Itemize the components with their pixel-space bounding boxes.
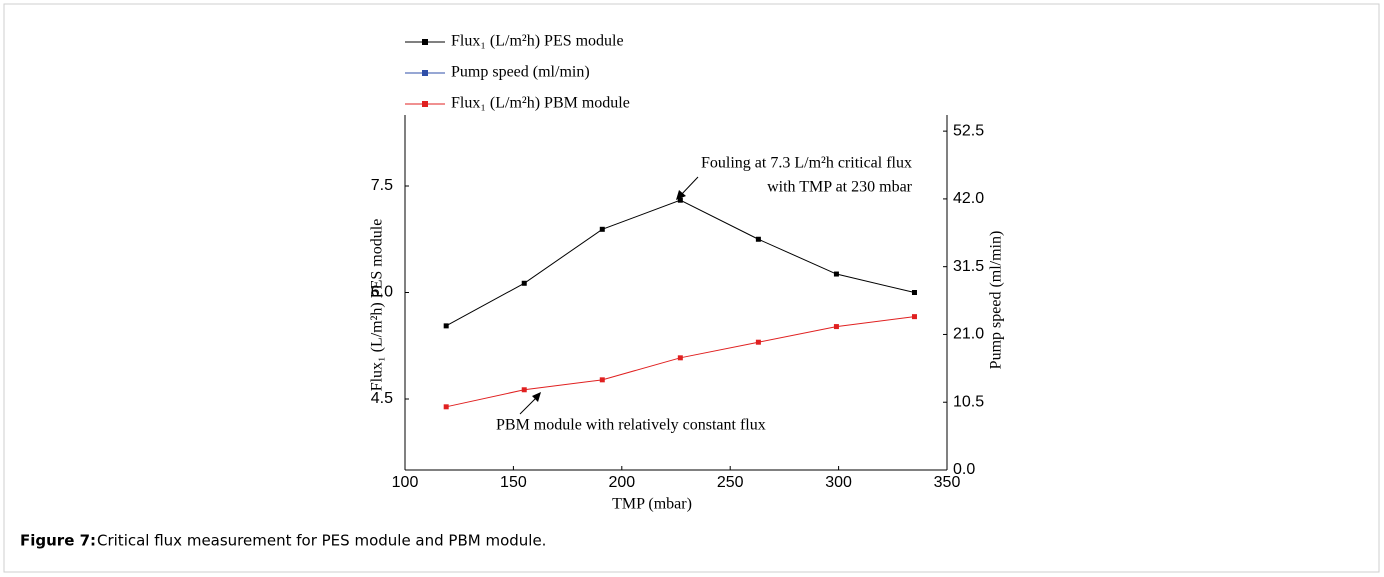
data-point bbox=[677, 197, 683, 203]
y-tick-label: 4.5 bbox=[371, 390, 393, 407]
x-tick-label: 100 bbox=[392, 474, 419, 491]
caption-label: Figure 7: bbox=[20, 532, 96, 550]
series-line bbox=[446, 316, 915, 408]
data-point bbox=[911, 314, 917, 320]
data-point bbox=[755, 339, 761, 345]
data-point bbox=[521, 280, 527, 286]
data-point bbox=[677, 355, 683, 361]
x-tick-label: 200 bbox=[608, 474, 635, 491]
legend-label: Flux₁ (L/m²h) PBM module bbox=[451, 95, 630, 112]
figure-border bbox=[3, 3, 1380, 573]
y-tick-label: 7.5 bbox=[371, 177, 393, 194]
data-point bbox=[833, 271, 839, 277]
y2-tick-label: 10.5 bbox=[953, 393, 984, 410]
caption-text: Critical flux measurement for PES module… bbox=[97, 532, 546, 550]
y-tick-label: 6.0 bbox=[371, 284, 393, 301]
y2-tick-label: 21.0 bbox=[953, 326, 984, 343]
legend-marker bbox=[422, 39, 428, 45]
y2-tick-label: 0.0 bbox=[953, 461, 975, 478]
data-point bbox=[755, 236, 761, 242]
data-point bbox=[599, 377, 605, 383]
x-tick-label: 250 bbox=[717, 474, 744, 491]
x-tick-label: 150 bbox=[500, 474, 527, 491]
y2-tick-label: 31.5 bbox=[953, 258, 984, 275]
data-point bbox=[911, 290, 917, 295]
data-point bbox=[521, 387, 527, 393]
annotation-arrowhead bbox=[676, 190, 686, 200]
legend-marker bbox=[422, 70, 428, 76]
x-tick-label: 350 bbox=[934, 474, 961, 491]
annotation: PBM module with relatively constant flux bbox=[496, 417, 766, 434]
data-point bbox=[599, 226, 605, 232]
legend-label: Pump speed (ml/min) bbox=[451, 64, 590, 81]
annotation: Fouling at 7.3 L/m²h critical flux bbox=[701, 155, 912, 172]
y-axis-label: Flux₁ (L/m²h) PES module bbox=[369, 219, 386, 392]
y2-axis-label: Pump speed (ml/min) bbox=[988, 231, 1005, 370]
annotation-arrow bbox=[679, 176, 699, 197]
series-line bbox=[445, 199, 915, 327]
data-point bbox=[443, 404, 449, 410]
annotation-arrowhead bbox=[532, 392, 541, 402]
data-point bbox=[833, 324, 839, 330]
annotation: with TMP at 230 mbar bbox=[767, 179, 913, 196]
y2-tick-label: 52.5 bbox=[953, 122, 984, 139]
y2-tick-label: 42.0 bbox=[953, 190, 984, 207]
data-point bbox=[443, 323, 449, 329]
legend-marker bbox=[422, 101, 428, 107]
x-tick-label: 300 bbox=[825, 474, 852, 491]
x-axis-label: TMP (mbar) bbox=[612, 496, 692, 513]
legend-label: Flux₁ (L/m²h) PES module bbox=[451, 33, 624, 50]
